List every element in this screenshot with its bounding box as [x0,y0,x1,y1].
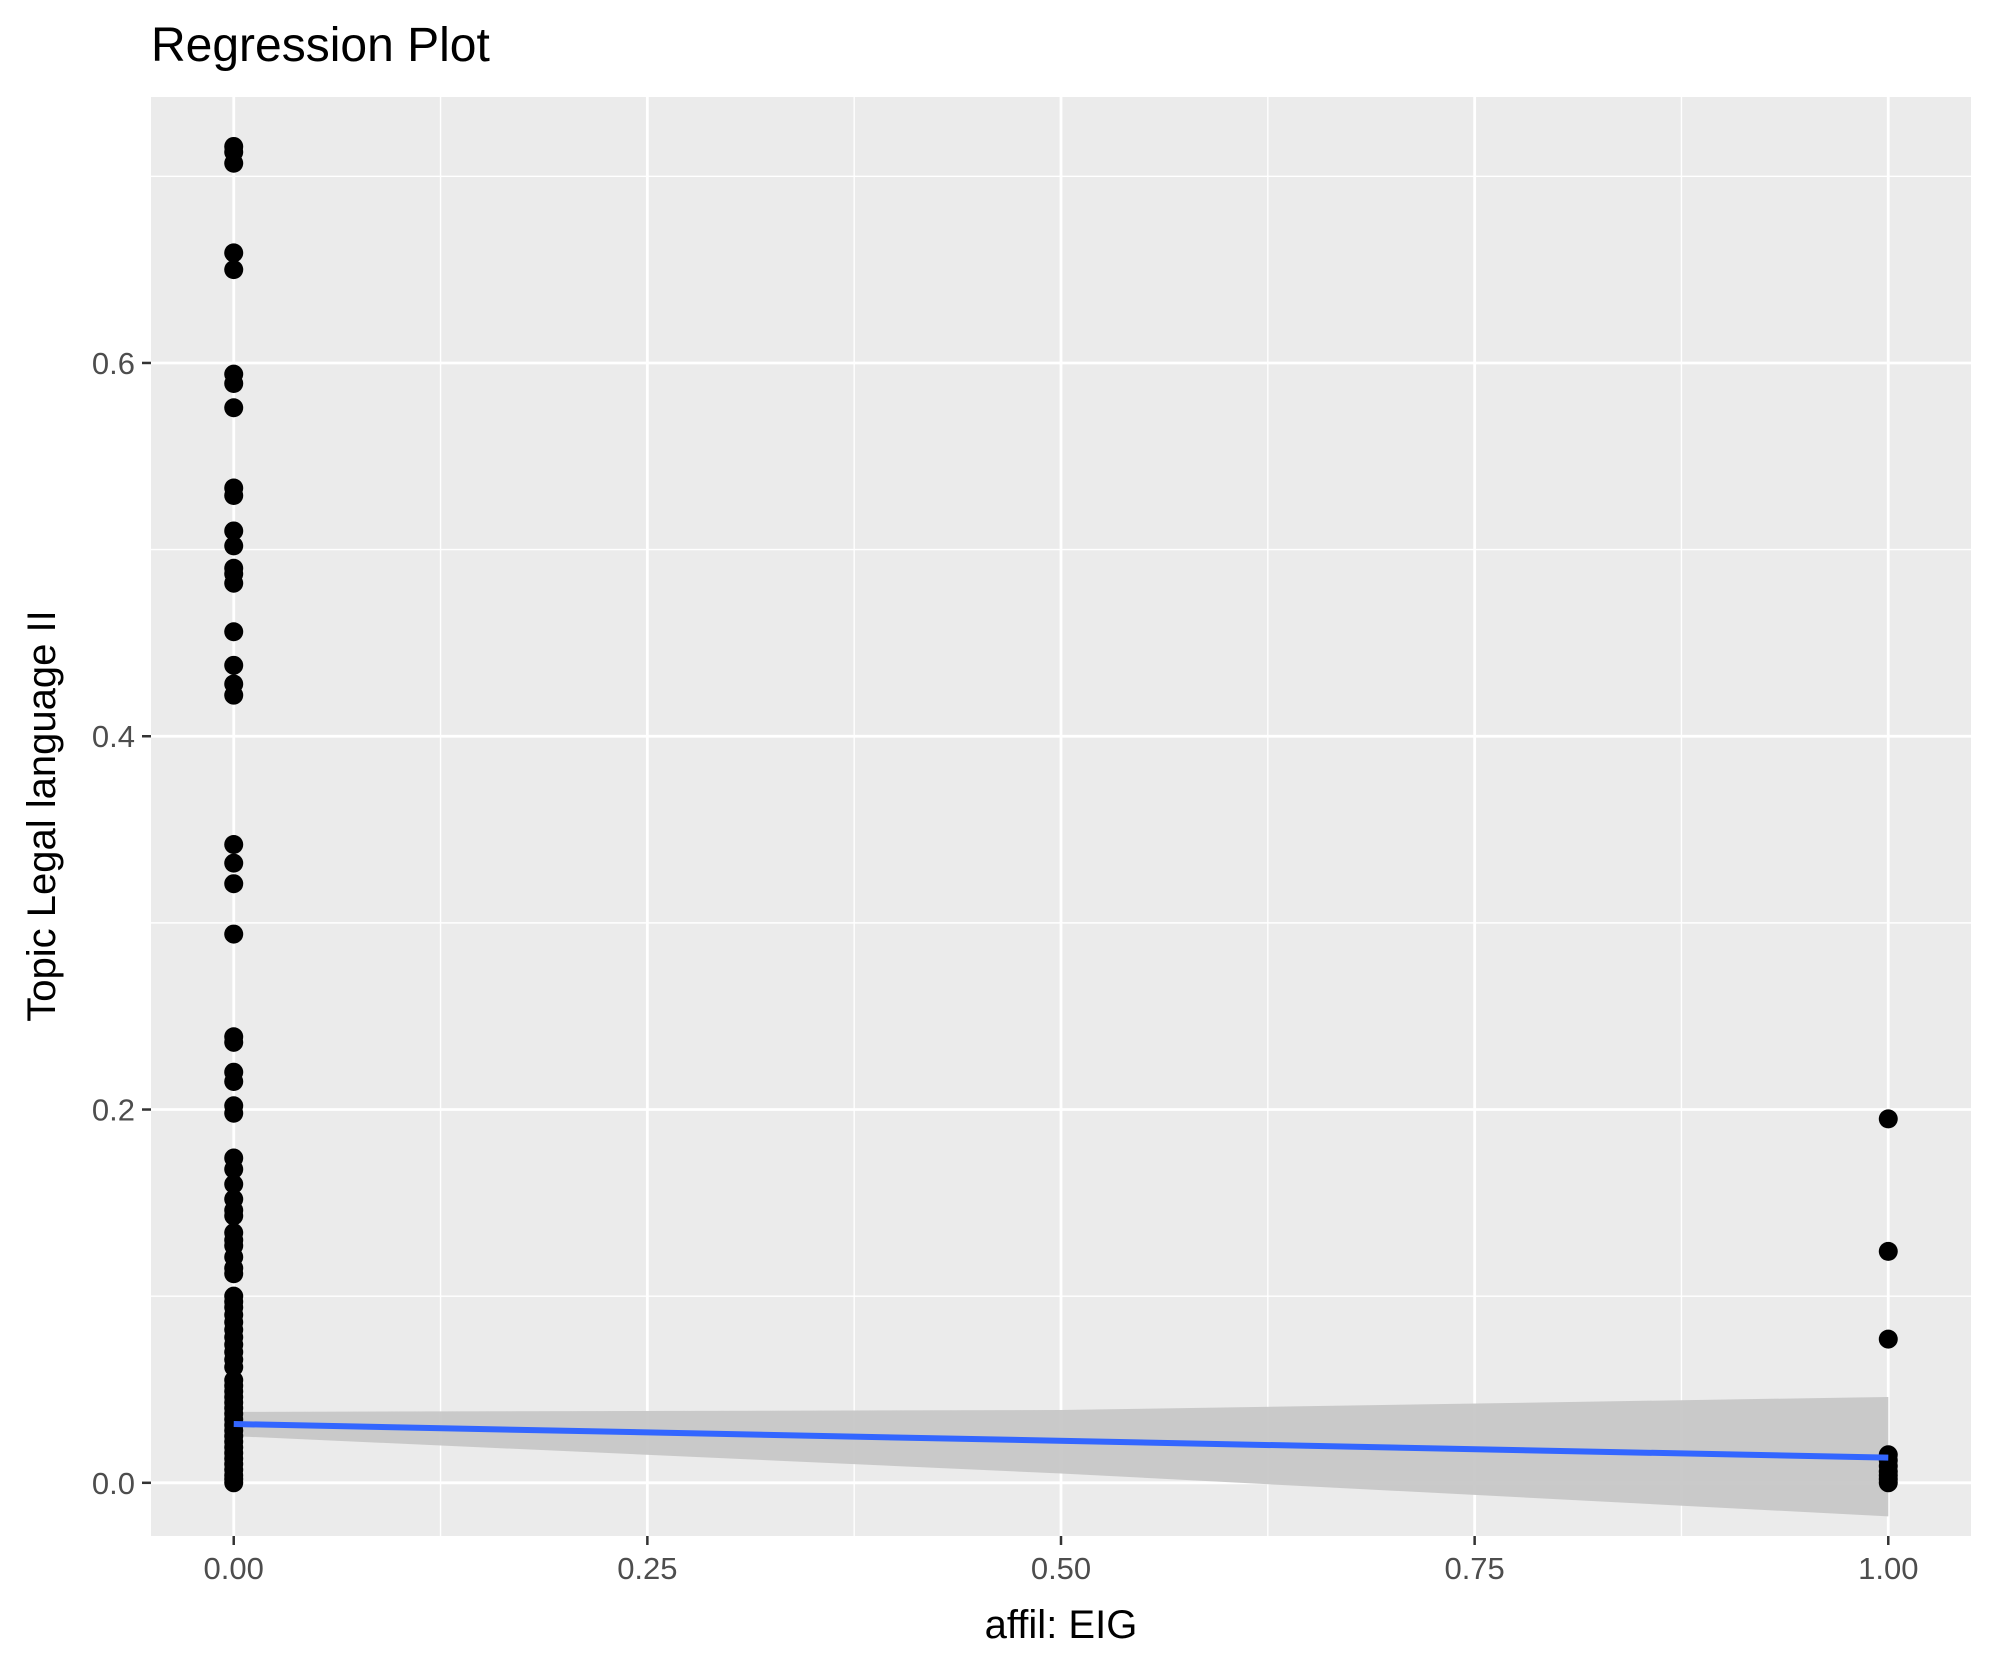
data-point [224,655,244,675]
data-point [1878,1473,1898,1493]
data-point [1878,1329,1898,1349]
y-tick-label: 0.6 [92,346,135,381]
data-point [224,398,244,418]
data-point [224,373,244,393]
data-point [224,243,244,263]
data-points [224,136,1898,1493]
y-tick-label: 0.2 [92,1093,135,1128]
data-point [224,1103,244,1123]
confidence-band-layer [233,1396,1889,1517]
x-tick-label: 0.50 [1031,1551,1091,1586]
data-point [224,573,244,593]
data-point [224,260,244,280]
data-point [224,1159,244,1179]
regression-line-layer [233,1421,1889,1461]
y-tick-label: 0.0 [92,1466,135,1501]
data-point [224,1206,244,1226]
x-tick-label: 0.25 [617,1551,677,1586]
data-point [224,1357,244,1377]
data-point [224,536,244,556]
data-point [224,485,244,505]
gridlines [151,97,1971,1536]
x-tick-label: 0.00 [204,1551,264,1586]
confidence-band [233,1396,1889,1517]
x-tick-label: 1.00 [1858,1551,1918,1586]
data-point [224,1473,244,1493]
data-point [1878,1109,1898,1129]
y-axis: 0.0 0.2 0.4 0.6 [92,346,151,1501]
x-tick-label: 0.75 [1444,1551,1504,1586]
x-axis: 0.00 0.25 0.50 0.75 1.00 [204,1536,1918,1586]
data-point [224,874,244,894]
data-point [224,1072,244,1092]
chart-title: Regression Plot [151,19,490,72]
data-point [224,834,244,854]
data-point [224,622,244,642]
data-point [224,1032,244,1052]
y-tick-label: 0.4 [92,719,135,754]
data-point [224,1264,244,1284]
y-axis-title: Topic Legal language II [20,610,64,1021]
data-point [224,853,244,873]
data-point [224,521,244,541]
x-axis-title: affil: EIG [985,1603,1138,1647]
data-point [224,685,244,705]
data-point [224,153,244,173]
data-point [224,1174,244,1194]
data-point [224,924,244,944]
data-point [1878,1241,1898,1261]
regression-line [233,1421,1889,1461]
